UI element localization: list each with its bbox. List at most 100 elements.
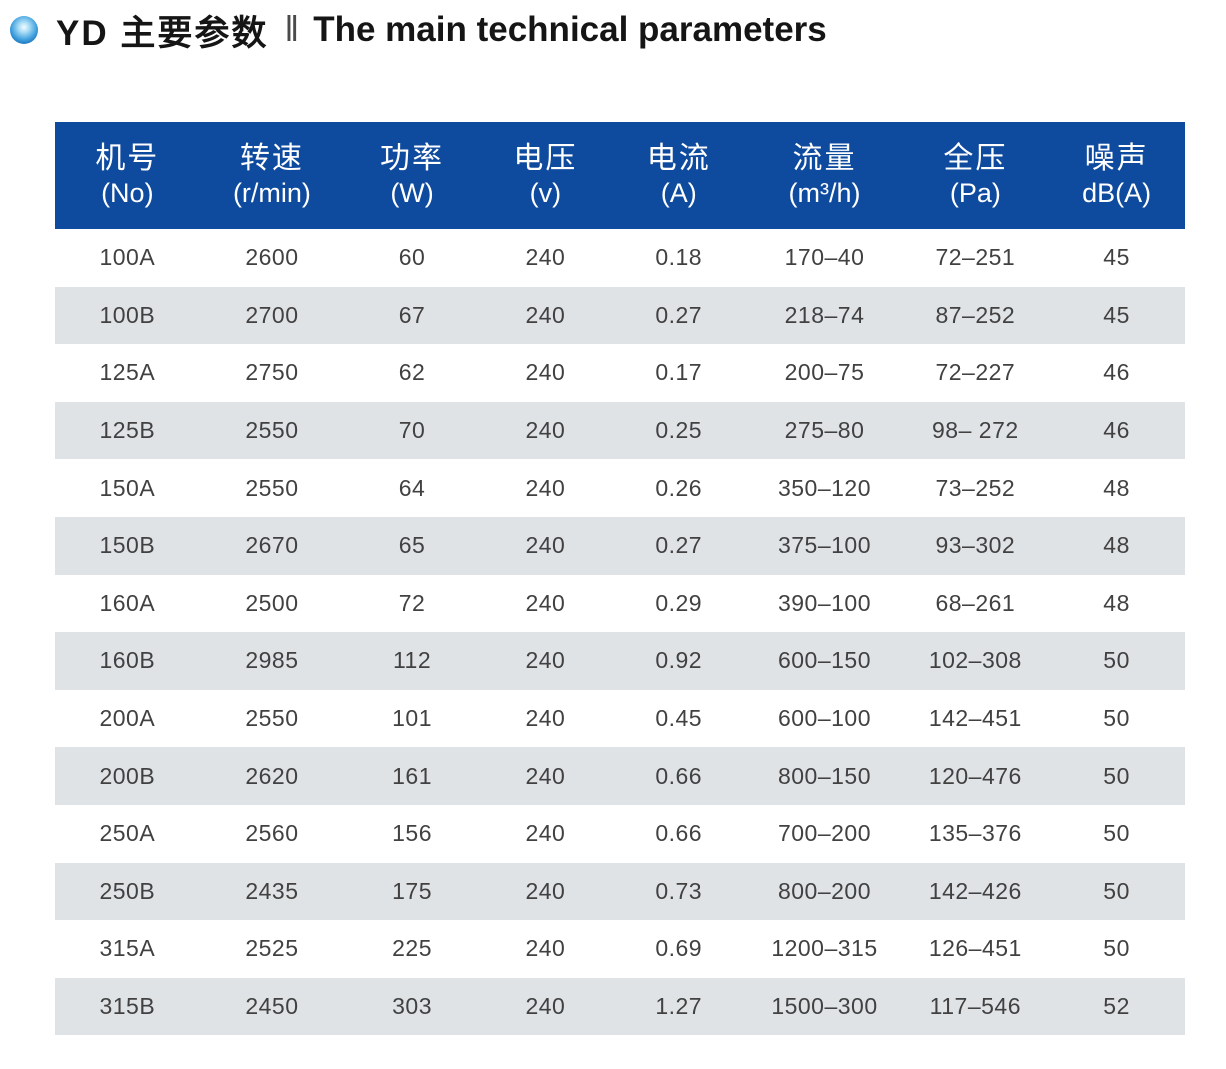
table-cell: 200–75 [784,359,865,386]
table-cell: 87–252 [935,301,1016,328]
table-cell: 72–251 [935,244,1016,271]
table-cell: 170–40 [784,244,865,271]
column-header: 流量 (m³/h) [747,141,903,211]
table-row: 200B 2620 161 240 0.66 800–150 120–476 50 [55,747,1185,805]
table-cell: 0.66 [655,820,703,847]
table-cell: 0.17 [655,359,703,386]
column-header-unit: (v) [529,178,562,209]
table-cell: 0.69 [655,935,703,962]
table-cell: 45 [1103,301,1130,328]
table-cell: 48 [1103,532,1130,559]
table-cell: 98– 272 [932,417,1019,444]
column-header-unit: (A) [660,178,697,209]
table-cell: 62 [398,359,426,386]
table-cell: 112 [392,647,432,674]
title-divider-icon: ‖ [284,8,300,49]
bullet-icon [10,16,38,44]
table-cell: 161 [392,762,432,789]
table-cell: 2550 [245,474,299,501]
column-header: 电压 (v) [480,141,611,211]
column-header-zh: 电流 [646,141,711,175]
table-cell: 240 [525,935,566,962]
table-cell: 72–227 [935,359,1016,386]
table-cell: 73–252 [935,474,1016,501]
table-row: 125A 2750 62 240 0.17 200–75 72–227 46 [55,344,1185,402]
column-header-unit: dB(A) [1082,178,1152,209]
table-cell: 2560 [245,820,299,847]
table-cell: 315B [99,993,156,1020]
table-cell: 72 [398,589,426,616]
table-cell: 250B [99,877,156,904]
table-cell: 350–120 [777,474,871,501]
table-cell: 2435 [245,877,299,904]
column-header-unit: (r/min) [232,178,311,209]
table-cell: 200B [99,762,156,789]
table-cell: 156 [392,820,432,847]
table-cell: 700–200 [777,820,871,847]
table-cell: 2670 [245,532,299,559]
table-cell: 135–376 [928,820,1022,847]
column-header: 机号 (No) [55,141,200,211]
table-cell: 390–100 [777,589,871,616]
table-cell: 0.73 [655,877,703,904]
table-cell: 142–451 [928,705,1022,732]
table-cell: 126–451 [928,935,1022,962]
table-cell: 50 [1103,762,1130,789]
table-cell: 1200–315 [771,935,878,962]
table-cell: 100B [99,301,156,328]
table-cell: 50 [1103,647,1130,674]
table-row: 100A 2600 60 240 0.18 170–40 72–251 45 [55,229,1185,287]
table-cell: 67 [398,301,426,328]
table-cell: 142–426 [928,877,1022,904]
table-cell: 0.18 [655,244,703,271]
table-cell: 2620 [245,762,299,789]
table-cell: 65 [398,532,426,559]
table-cell: 240 [525,993,566,1020]
table-cell: 52 [1103,993,1130,1020]
table-cell: 240 [525,589,566,616]
table-cell: 2600 [245,244,299,271]
table-cell: 2550 [245,417,299,444]
table-cell: 93–302 [935,532,1016,559]
column-header-unit: (m³/h) [788,178,861,209]
table-cell: 45 [1103,244,1130,271]
table-cell: 50 [1103,877,1130,904]
table-cell: 275–80 [784,417,865,444]
table-cell: 70 [398,417,426,444]
table-row: 150A 2550 64 240 0.26 350–120 73–252 48 [55,459,1185,517]
table-cell: 2985 [245,647,299,674]
table-cell: 0.45 [655,705,703,732]
table-cell: 240 [525,532,566,559]
table-row: 200A 2550 101 240 0.45 600–100 142–451 50 [55,690,1185,748]
table-cell: 250A [99,820,156,847]
title-english: The main technical parameters [313,10,827,49]
table-cell: 600–100 [777,705,871,732]
column-header-unit: (W) [390,178,434,209]
column-header-zh: 全压 [943,141,1008,175]
table-cell: 218–74 [784,301,865,328]
table-cell: 150B [99,532,156,559]
column-header: 全压 (Pa) [902,141,1048,211]
table-cell: 48 [1103,474,1130,501]
table-cell: 117–546 [929,993,1021,1020]
table-cell: 2500 [245,589,299,616]
table-cell: 2550 [245,705,299,732]
column-header-zh: 噪声 [1084,141,1149,175]
table-cell: 46 [1103,417,1130,444]
table-cell: 64 [398,474,426,501]
table-cell: 1.27 [655,993,703,1020]
table-row: 315A 2525 225 240 0.69 1200–315 126–451 50 [55,920,1185,978]
table-cell: 0.27 [655,301,703,328]
table-cell: 240 [525,244,566,271]
table-row: 160A 2500 72 240 0.29 390–100 68–261 48 [55,575,1185,633]
table-cell: 200A [99,705,156,732]
table-cell: 375–100 [777,532,871,559]
table-cell: 2700 [245,301,299,328]
table-cell: 600–150 [777,647,871,674]
table-cell: 175 [392,877,432,904]
table-cell: 240 [525,417,566,444]
table-cell: 240 [525,474,566,501]
column-header-zh: 电压 [513,141,578,175]
table-cell: 2450 [245,993,299,1020]
table-cell: 240 [525,762,566,789]
